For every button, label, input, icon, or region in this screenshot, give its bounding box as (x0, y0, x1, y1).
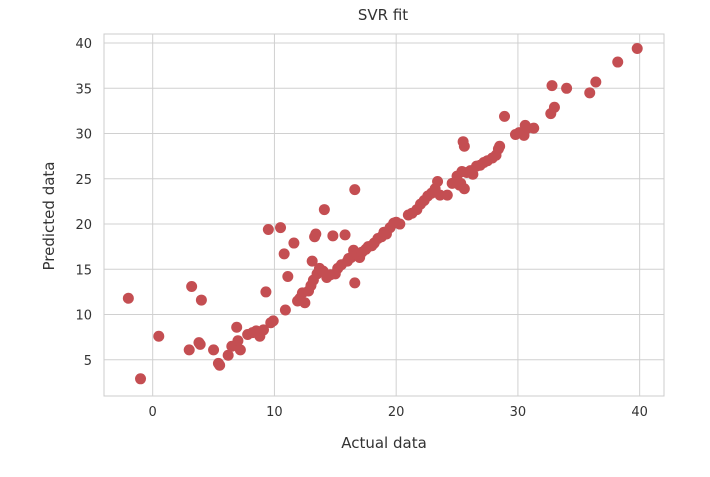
data-point (349, 277, 361, 289)
chart-title: SVR fit (358, 6, 408, 24)
data-point (458, 140, 470, 152)
data-point (186, 280, 198, 292)
gridlines (104, 34, 664, 396)
data-point (339, 229, 351, 241)
data-point (612, 56, 624, 68)
data-point (590, 76, 602, 88)
data-point (499, 110, 511, 122)
data-point (327, 230, 339, 242)
data-point (548, 101, 560, 113)
y-tick-label: 35 (75, 82, 92, 97)
y-tick-label: 10 (75, 309, 92, 324)
data-point (153, 330, 165, 342)
x-tick-labels: 0 10 20 30 40 (149, 405, 648, 420)
data-point (494, 140, 506, 152)
data-point (195, 294, 207, 306)
y-tick-label: 15 (75, 263, 92, 278)
x-tick-label: 30 (510, 405, 527, 420)
data-point (214, 359, 226, 371)
data-point (262, 223, 274, 235)
x-tick-label: 10 (266, 405, 283, 420)
data-point (528, 122, 540, 134)
y-tick-label: 20 (75, 218, 92, 233)
data-point (231, 321, 243, 333)
data-point (584, 87, 596, 99)
data-point (194, 338, 206, 350)
data-point (349, 184, 361, 196)
data-point (561, 82, 573, 94)
data-point (232, 335, 244, 347)
data-point (318, 204, 330, 216)
data-point (257, 324, 269, 336)
x-tick-label: 0 (149, 405, 157, 420)
data-point (394, 218, 406, 230)
plot-area (103, 33, 665, 397)
data-point (441, 189, 453, 201)
data-point (546, 80, 558, 92)
data-point (432, 176, 444, 188)
data-point (183, 344, 195, 356)
data-point (122, 292, 134, 304)
data-point (310, 228, 322, 240)
data-point (267, 315, 279, 327)
data-point (278, 248, 290, 260)
data-point (135, 373, 147, 385)
y-tick-label: 25 (75, 173, 92, 188)
data-point (306, 255, 318, 267)
data-point (279, 304, 291, 316)
y-tick-label: 40 (75, 37, 92, 52)
x-tick-label: 40 (631, 405, 648, 420)
y-tick-label: 30 (75, 128, 92, 143)
x-tick-label: 20 (388, 405, 405, 420)
data-point (458, 183, 470, 195)
y-tick-labels: 5 10 15 20 25 30 35 40 (75, 37, 92, 369)
data-point (275, 222, 287, 234)
data-points (122, 42, 643, 385)
y-tick-label: 5 (84, 354, 92, 369)
data-point (222, 349, 234, 361)
y-axis-label: Predicted data (40, 162, 58, 271)
data-point (299, 297, 311, 309)
data-point (288, 237, 300, 249)
data-point (631, 42, 643, 54)
data-point (260, 286, 272, 298)
data-point (208, 344, 220, 356)
data-point (282, 271, 294, 283)
data-point (234, 344, 246, 356)
x-axis-label: Actual data (341, 434, 427, 452)
